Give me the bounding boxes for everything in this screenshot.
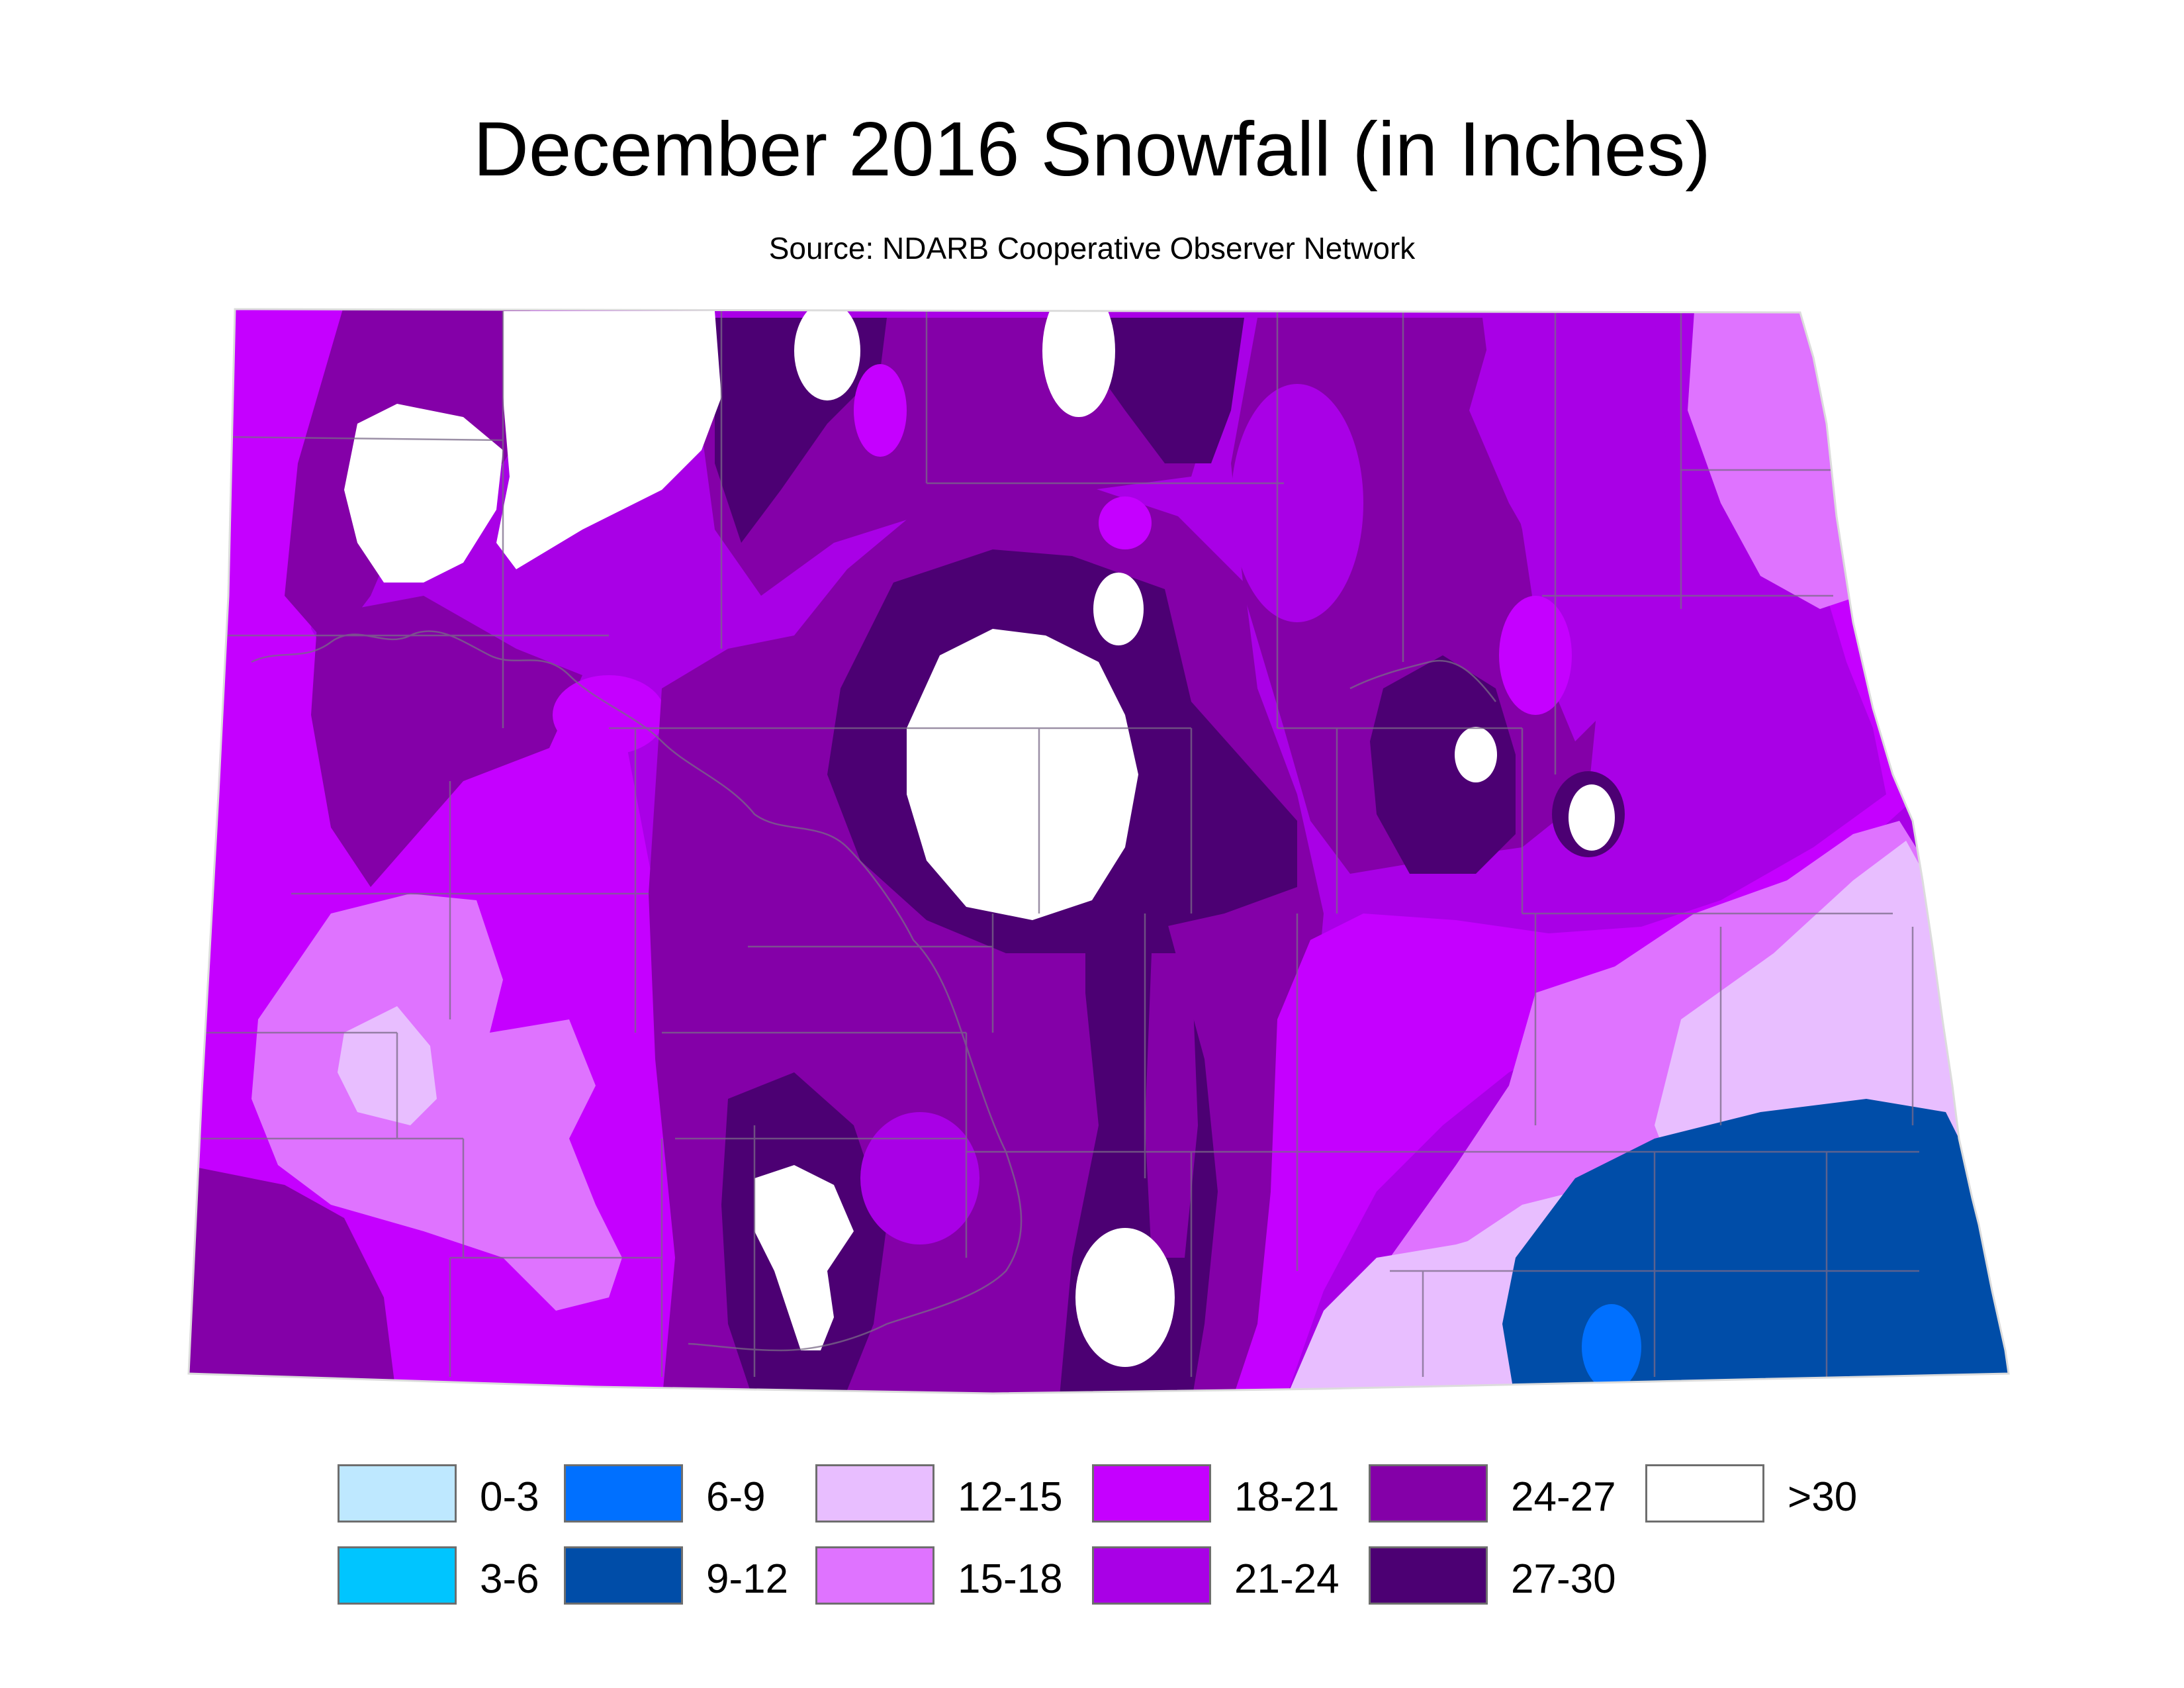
zone-nnw-gt30: [496, 311, 721, 569]
zone-s-gt30: [1075, 1228, 1175, 1367]
zone-ne-18-21: [1499, 596, 1572, 715]
legend-label: 6-9: [706, 1474, 766, 1520]
legend-label: 12-15: [958, 1474, 1063, 1520]
legend-swatch: [564, 1546, 683, 1605]
zone-n2-gt30: [1042, 309, 1115, 417]
zone-sc-21-24: [860, 1112, 979, 1244]
zone-sc-gt30: [754, 1165, 854, 1350]
legend-swatch: [815, 1464, 934, 1523]
legend-swatch: [338, 1464, 457, 1523]
zone-n3-gt30: [1093, 573, 1144, 645]
zone-nw-gt30: [344, 404, 503, 583]
zone-n-gt30: [794, 309, 860, 400]
legend-label: 27-30: [1511, 1556, 1616, 1602]
legend-swatch: [1369, 1546, 1488, 1605]
legend-swatch: [1369, 1464, 1488, 1523]
legend-swatch: [815, 1546, 934, 1605]
legend-swatch: [1645, 1464, 1764, 1523]
zone-east-18-21: [1231, 311, 1919, 1393]
legend-swatch: [338, 1546, 457, 1605]
zone-ne-27-30: [1370, 655, 1516, 874]
legend-swatch: [1092, 1546, 1211, 1605]
zone-center-stripe-24-27: [1145, 953, 1198, 1258]
zone-sw-24-27: [189, 1165, 397, 1393]
legend-label: 3-6: [480, 1556, 539, 1602]
legend-label: 21-24: [1234, 1556, 1340, 1602]
zone-n-18-21: [854, 364, 907, 457]
zone-center-gt30: [907, 629, 1138, 920]
zone-fne-15-18: [1688, 311, 1860, 609]
legend-swatch: [1092, 1464, 1211, 1523]
zone-ne2-gt30: [1569, 784, 1615, 851]
legend-label: 18-21: [1234, 1474, 1340, 1520]
zone-west-24-27: [311, 596, 582, 887]
legend-label: 9-12: [706, 1556, 789, 1602]
zone-west-12-15: [338, 1006, 437, 1125]
legend-label: 0-3: [480, 1474, 539, 1520]
zone-cw-18-21: [553, 675, 665, 755]
county-lines: [199, 311, 1919, 1377]
zone-se-6-9: [1582, 1304, 1641, 1390]
zone-ne-gt30: [1455, 727, 1497, 782]
legend-label: 24-27: [1511, 1474, 1616, 1520]
map-subtitle: Source: NDARB Cooperative Observer Netwo…: [768, 231, 1416, 265]
zone-west-15-18: [251, 894, 622, 1311]
legend-label: >30: [1788, 1474, 1858, 1520]
legend-label: 15-18: [958, 1556, 1063, 1602]
zone-ne-21-24: [1231, 384, 1363, 622]
legend-swatch: [564, 1464, 683, 1523]
map-title: December 2016 Snowfall (in Inches): [473, 106, 1711, 192]
zone-ne3-21-24: [1482, 318, 1668, 741]
zone-n2-18-21: [1099, 496, 1152, 549]
state-outline: [187, 308, 2010, 1395]
